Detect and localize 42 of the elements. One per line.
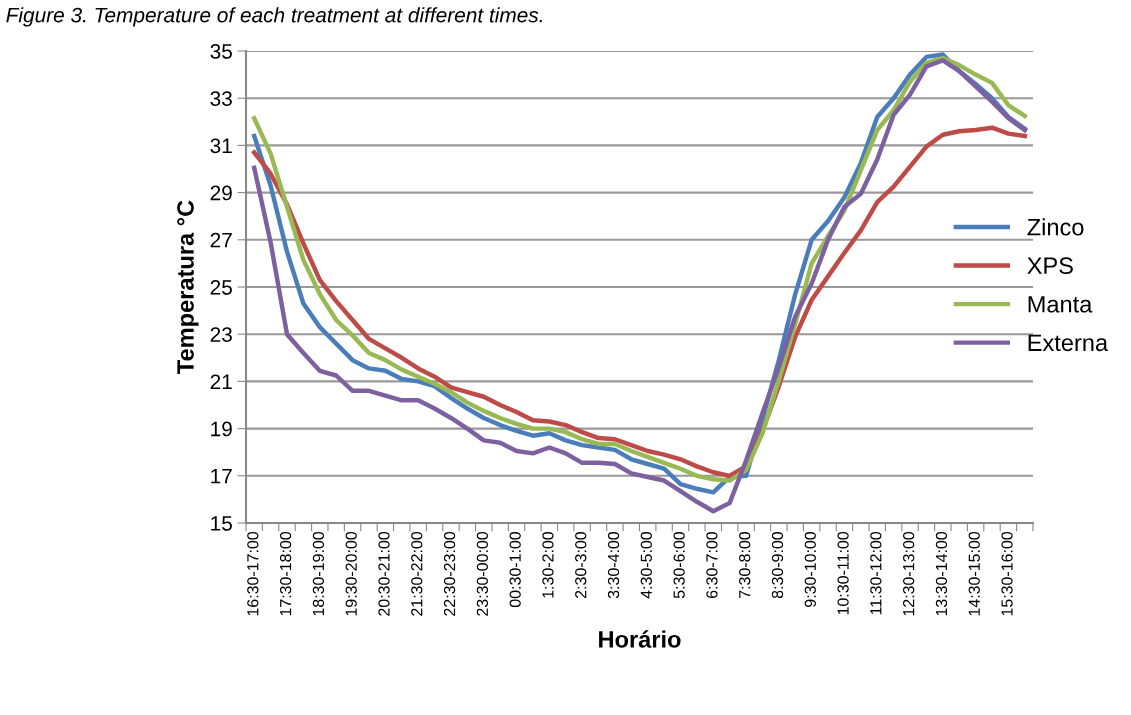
legend-label: Zinco [1027, 218, 1084, 236]
x-tick-label: 21:30-22:00 [411, 531, 423, 616]
y-axis-title: Temperatura °C [177, 200, 199, 374]
y-tick-label: 19 [211, 421, 232, 437]
x-tick-label: 5:30-6:00 [673, 531, 685, 599]
x-tick-label: 20:30-21:00 [378, 531, 390, 616]
x-tick-label: 4:30-5:00 [640, 531, 652, 599]
x-axis-title: Horário [599, 630, 681, 648]
x-tick-label: 2:30-3:00 [575, 531, 587, 599]
legend-label: Manta [1028, 296, 1093, 313]
y-tick-label: 31 [210, 138, 232, 154]
y-tick-label: 29 [210, 185, 232, 201]
y-tick-label: 35 [210, 44, 232, 59]
y-tick-label: 15 [211, 516, 232, 531]
x-tick-label: 14:30-15:00 [968, 531, 980, 616]
y-tick-label: 27 [210, 232, 232, 248]
x-tick-label: 8:30-9:00 [771, 531, 784, 599]
x-tick-label: 22:30-23:00 [443, 531, 456, 616]
y-tick-label: 21 [210, 374, 232, 389]
x-tick-label: 10:30-11:00 [837, 531, 849, 615]
x-tick-label: 9:30-10:00 [804, 531, 816, 607]
x-tick-label: 15:30-16:00 [1001, 531, 1013, 616]
x-tick-label: 00:30-1:00 [509, 531, 521, 608]
x-tick-label: 23:30-00:00 [476, 531, 489, 616]
y-tick-label: 25 [210, 280, 232, 295]
y-tick-label: 33 [210, 91, 232, 106]
chart-title: Figure 3. Temperature of each treatment at different times. [6, 7, 542, 27]
x-tick-label: 3:30-4:00 [607, 531, 620, 599]
x-tick-label: 6:30-7:00 [706, 531, 718, 599]
x-tick-label: 12:30-13:00 [903, 531, 915, 616]
y-tick-label: 17 [211, 469, 232, 484]
legend-label: Externa [1028, 334, 1109, 352]
x-tick-label: 17:30-18:00 [279, 531, 292, 616]
x-tick-label: 7:30-8:00 [739, 531, 751, 598]
x-tick-label: 13:30-14:00 [935, 531, 948, 616]
legend-label: XPS [1027, 257, 1073, 275]
y-tick-label: 23 [210, 327, 232, 342]
x-tick-label: 11:30-12:00 [870, 531, 882, 615]
x-tick-label: 19:30-20:00 [345, 531, 357, 616]
x-tick-label: 1:30-2:00 [542, 531, 554, 598]
x-tick-label: 16:30-17:00 [247, 531, 259, 616]
x-tick-label: 18:30-19:00 [312, 531, 325, 616]
